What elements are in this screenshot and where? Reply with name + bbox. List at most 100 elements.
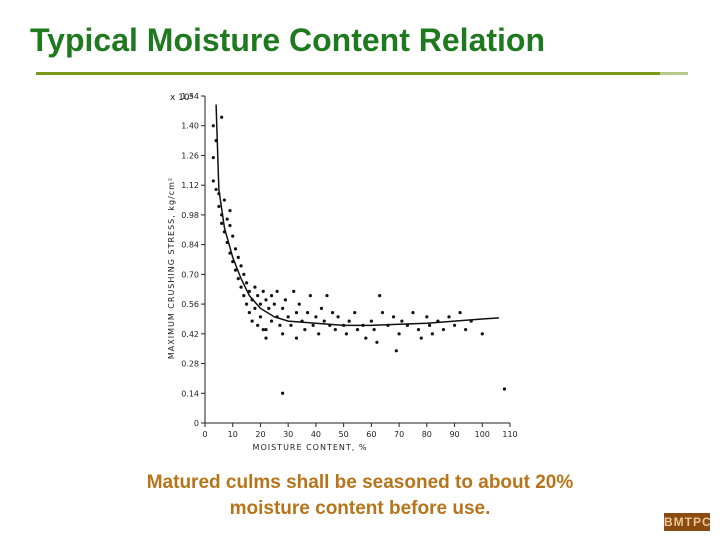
data-point [333, 327, 337, 332]
data-point [222, 230, 227, 234]
data-point [458, 310, 462, 315]
y-tick-labels: 0 0.14 0.28 0.42 0.56 0.70 0.84 0.98 1.12 1.26 1.4… [181, 92, 205, 428]
data-point [275, 315, 279, 319]
data-point [452, 323, 457, 327]
data-point [225, 240, 229, 245]
x-tick-label: 110 [502, 430, 517, 439]
data-point [405, 323, 410, 327]
data-point [275, 289, 279, 293]
data-point [411, 310, 415, 315]
data-point [369, 319, 373, 323]
data-point [220, 221, 224, 226]
data-point [311, 323, 315, 327]
trend-curve [215, 104, 499, 327]
data-point [231, 234, 235, 238]
data-point [378, 293, 382, 298]
data-point [300, 319, 304, 323]
data-point [256, 293, 260, 298]
data-point [264, 327, 268, 332]
data-point [375, 340, 379, 344]
bmtpc-logo: BMTPC [664, 513, 712, 531]
data-point [386, 323, 390, 327]
data-point [222, 198, 227, 202]
data-point [502, 387, 507, 391]
x-tick-labels: 0 10 20 30 40 50 60 70 80 90 100 110 [202, 423, 518, 439]
data-point [272, 302, 276, 306]
data-point [231, 260, 235, 264]
data-point [361, 323, 365, 327]
data-point [342, 323, 346, 327]
data-point [464, 327, 468, 332]
data-point [297, 302, 301, 306]
data-point [242, 272, 246, 276]
data-point [258, 315, 263, 319]
data-point [236, 255, 240, 259]
data-point [394, 349, 398, 353]
data-point [281, 306, 285, 310]
data-point [364, 336, 368, 340]
data-point [289, 323, 293, 327]
data-point [253, 306, 257, 310]
data-point [239, 285, 243, 289]
y-tick-label: 0.14 [181, 389, 199, 398]
y-tick-label: 0.98 [181, 211, 199, 220]
data-point [269, 319, 274, 323]
data-point [305, 310, 310, 315]
slide-title: Typical Moisture Content Relation [30, 22, 545, 58]
data-point [416, 327, 421, 332]
data-point [281, 391, 285, 395]
data-point [211, 155, 215, 160]
data-point [228, 223, 232, 228]
data-point [217, 204, 221, 209]
x-tick-label: 20 [255, 430, 265, 439]
y-tick-label: 0.70 [181, 270, 199, 279]
x-tick-label: 70 [394, 430, 404, 439]
data-point [380, 310, 385, 315]
data-point [244, 302, 249, 306]
data-point [267, 306, 271, 310]
data-point [264, 336, 268, 340]
data-point [397, 332, 401, 336]
y-tick-label: 0.84 [181, 241, 199, 250]
data-points [211, 115, 507, 395]
x-axis-label: MOISTURE CONTENT, % [253, 443, 368, 452]
caption-line-1: Matured culms shall be seasoned to about… [146, 472, 574, 493]
data-point [236, 277, 240, 281]
data-point [242, 293, 246, 298]
data-point [233, 268, 238, 272]
data-point [220, 115, 224, 119]
data-point [211, 124, 215, 128]
x-tick-label: 90 [449, 430, 459, 439]
x-tick-label: 50 [339, 430, 349, 439]
data-point [436, 319, 440, 323]
x-tick-label: 60 [366, 430, 376, 439]
data-point [261, 327, 265, 332]
data-point [425, 315, 429, 319]
data-point [214, 187, 218, 192]
y-axis-multiplier: x 10³ [170, 93, 194, 103]
data-point [247, 289, 251, 293]
y-tick-label: 0.42 [181, 330, 199, 339]
caption-line-2: moisture content before use. [229, 498, 491, 519]
data-point [228, 251, 232, 255]
title-underline-fade [660, 72, 688, 75]
data-point [256, 323, 260, 327]
data-point [469, 319, 473, 323]
data-point [319, 306, 324, 310]
data-point [372, 327, 376, 332]
data-point [278, 323, 282, 327]
data-point [427, 323, 432, 327]
data-point [344, 332, 349, 336]
x-tick-label: 100 [475, 430, 490, 439]
y-tick-label: 1.26 [181, 151, 199, 160]
data-point [391, 315, 396, 319]
x-tick-label: 40 [311, 430, 321, 439]
data-point [308, 293, 312, 298]
x-tick-label: 30 [283, 430, 293, 439]
data-point [353, 310, 357, 315]
data-point [400, 319, 404, 323]
data-point [211, 179, 215, 183]
data-point [283, 298, 288, 302]
data-point [250, 298, 254, 302]
data-point [258, 302, 263, 306]
